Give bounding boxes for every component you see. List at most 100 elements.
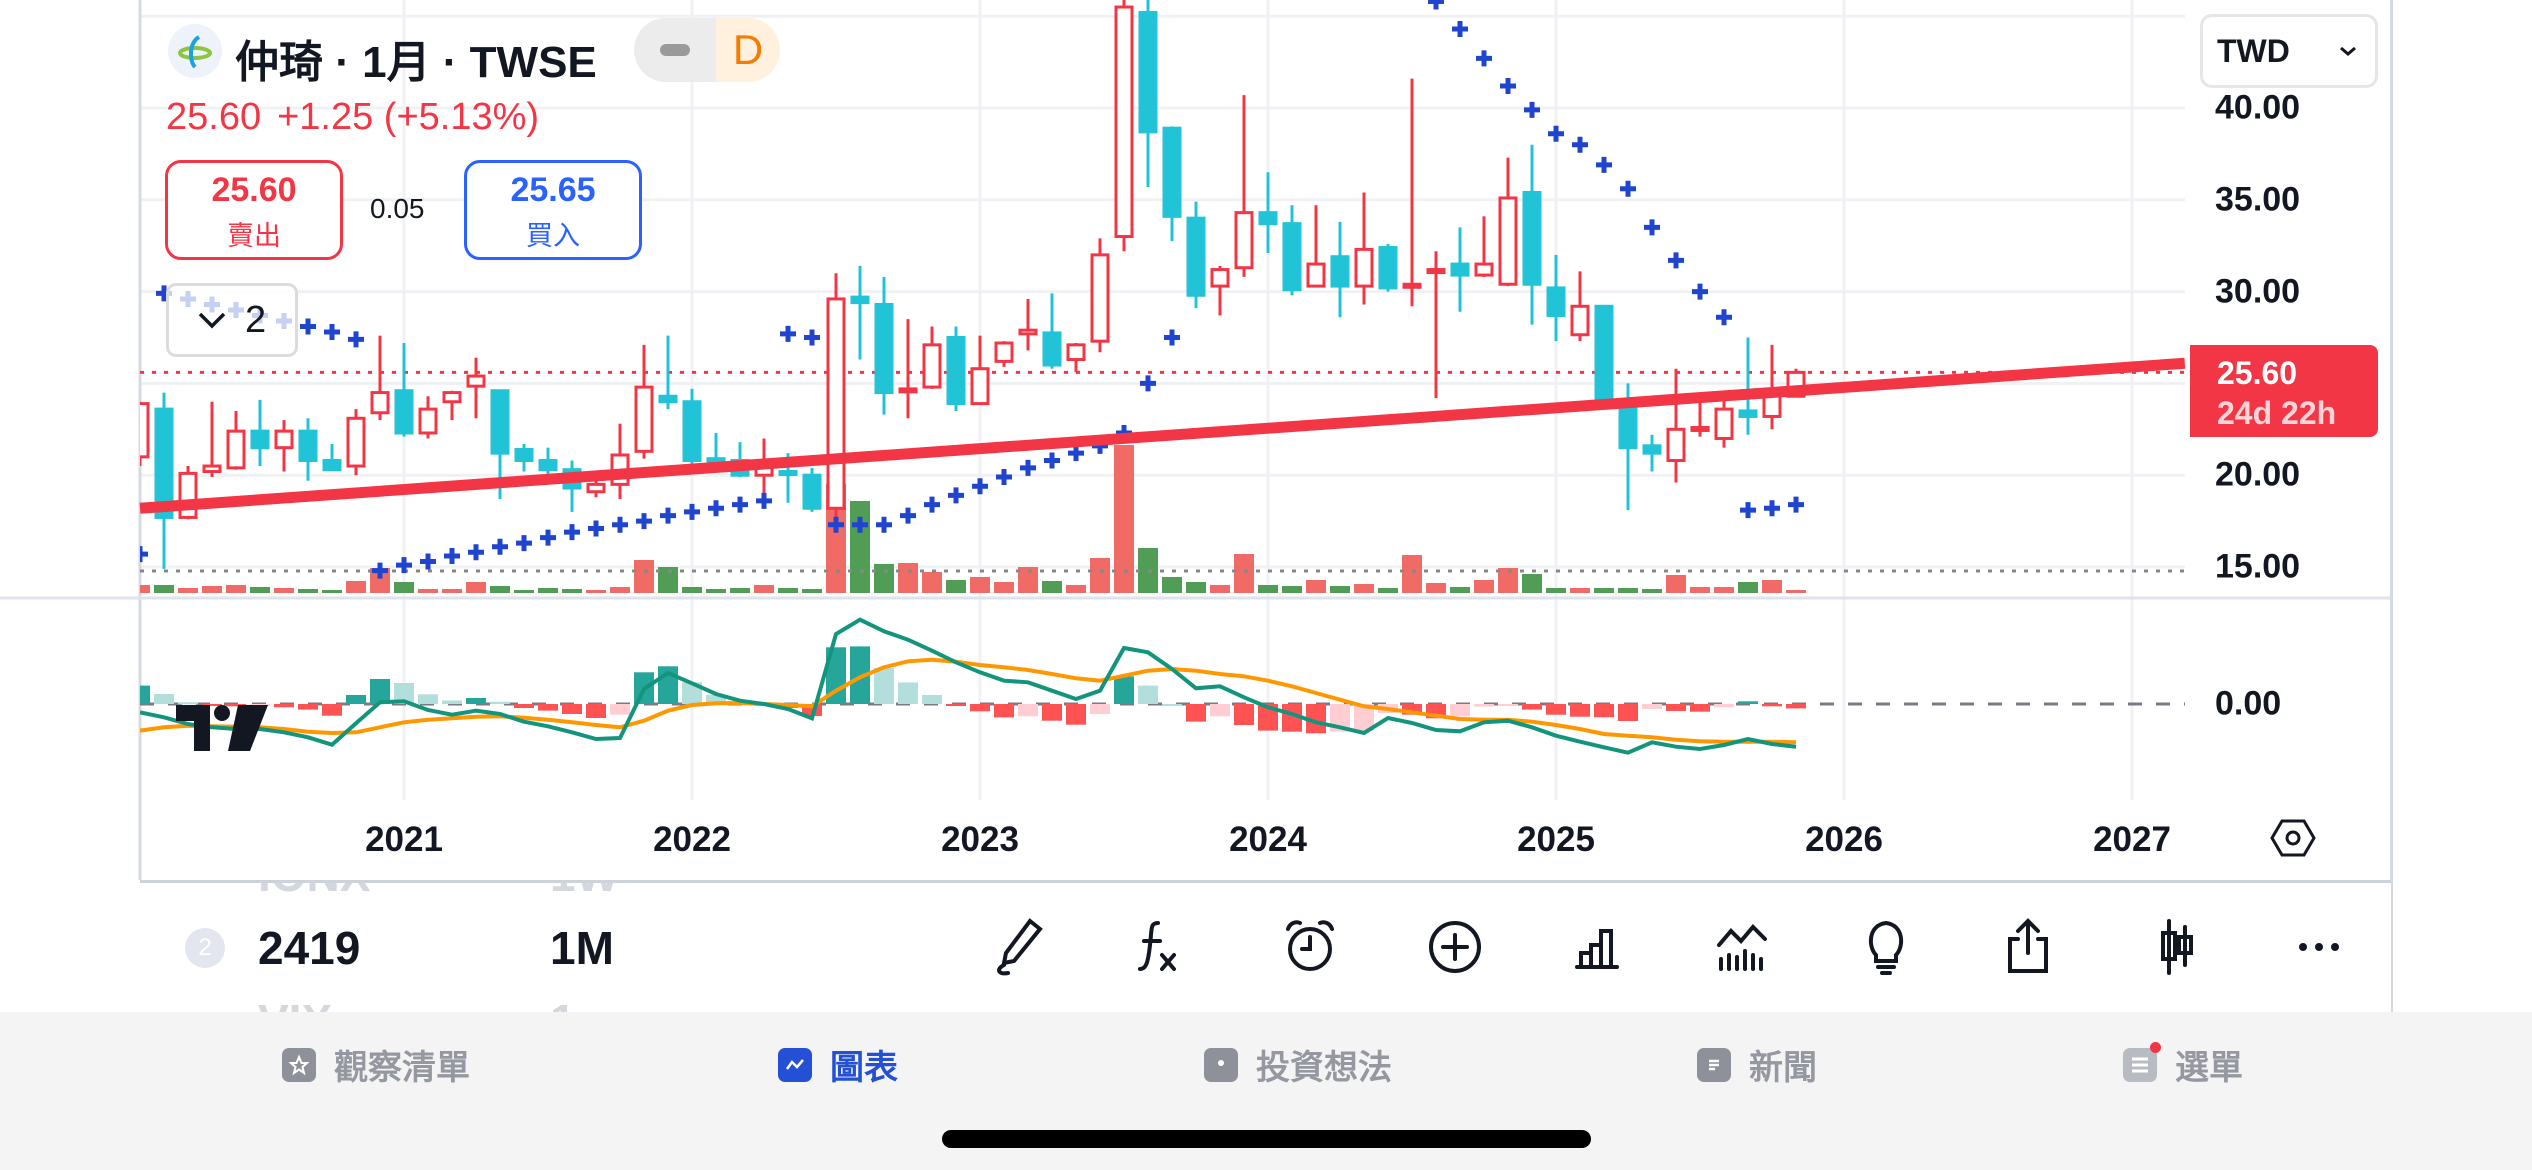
tradingview-logo[interactable]: [176, 705, 268, 756]
idea-bulb-icon[interactable]: [1854, 915, 1918, 979]
macd-histogram-bar: [1066, 704, 1086, 725]
sar-point: [1572, 136, 1588, 153]
prev-interval: 1W: [550, 883, 619, 902]
symbol-title[interactable]: 仲琦 · 1月 · TWSE: [235, 38, 597, 87]
sell-button[interactable]: 25.60 賣出: [165, 160, 343, 260]
candle-up: [1762, 393, 1782, 418]
volume-bar: [1090, 558, 1110, 593]
tab-label: 觀察清單: [334, 1049, 470, 1087]
tab-bulb[interactable]: 投資想法: [1204, 1040, 1392, 1089]
candle-down: [1186, 216, 1206, 297]
candle-down: [850, 295, 870, 305]
candlestick-icon[interactable]: [2145, 915, 2209, 979]
macd-histogram-bar: [922, 695, 942, 704]
volume-bar: [442, 589, 462, 593]
volume-bar: [970, 577, 990, 593]
home-indicator[interactable]: [942, 1130, 1591, 1148]
sar-point: [1716, 309, 1732, 326]
macd-histogram-bar: [1018, 704, 1038, 717]
volume-bar: [1330, 586, 1350, 593]
last-price-value: 25.60: [2217, 355, 2298, 391]
candle-up: [634, 385, 654, 453]
tab-label: 選單: [2175, 1049, 2243, 1087]
candle-down: [874, 302, 894, 395]
time-axis-label: 2027: [2093, 820, 2171, 859]
macd-histogram-bar: [1546, 704, 1566, 715]
volume-bar: [140, 585, 150, 593]
sar-point: [1476, 50, 1492, 67]
sar-point: [540, 529, 556, 546]
tab-news[interactable]: 新聞: [1697, 1040, 1817, 1089]
share-icon[interactable]: [1996, 915, 2060, 979]
macd-histogram-bar: [154, 694, 174, 704]
market-status-badge[interactable]: D: [634, 18, 780, 82]
news-icon: [1697, 1047, 1731, 1082]
add-circle-icon[interactable]: [1423, 915, 1487, 979]
sar-point: [660, 507, 676, 524]
tab-label: 圖表: [830, 1049, 898, 1087]
bar-chart-icon[interactable]: [1565, 915, 1629, 979]
indicators-toggle-button[interactable]: 2: [166, 283, 298, 357]
sar-point: [948, 487, 964, 504]
candle-down: [154, 407, 174, 519]
sar-point: [684, 503, 700, 520]
candle-down: [1594, 304, 1614, 404]
volume-bar: [1210, 585, 1230, 593]
candle-up: [1234, 211, 1254, 270]
macd-histogram-bar: [1570, 704, 1590, 717]
bottom-toolbar: IONX 1W 2 2419 1M VIX 1m: [140, 880, 2391, 1012]
volume-bar: [802, 589, 822, 593]
tab-menu[interactable]: 選單: [2123, 1040, 2243, 1089]
candle-up: [994, 341, 1014, 363]
volume-bar: [946, 580, 966, 593]
currency-select[interactable]: TWD: [2200, 14, 2378, 88]
macd-histogram-bar: [682, 682, 702, 704]
volume-bar: [1114, 445, 1134, 593]
sar-point: [420, 553, 436, 570]
volume-bar: [898, 563, 918, 593]
sar-point: [564, 524, 580, 541]
chevron-down-icon: [2340, 46, 2356, 56]
candle-down: [394, 389, 414, 435]
sar-point: [972, 478, 988, 495]
macd-histogram-bar: [874, 668, 894, 704]
alarm-icon[interactable]: [1278, 915, 1342, 979]
draw-icon[interactable]: [990, 915, 1054, 979]
indicators-fx-icon[interactable]: [1128, 915, 1192, 979]
price-change: +1.25 (+5.13%): [277, 96, 540, 138]
next-symbol: VIX: [258, 994, 332, 1012]
volume-bar: [874, 564, 894, 593]
macd-histogram-bar: [1090, 704, 1110, 714]
macd-histogram-bar: [562, 704, 582, 714]
macd-histogram-bar: [1666, 704, 1686, 711]
chart-type-icon[interactable]: [1711, 915, 1775, 979]
volume-bar: [1570, 588, 1590, 593]
symbol-picker-current[interactable]: 2 2419 1M: [140, 918, 700, 978]
volume-bar: [658, 567, 678, 593]
macd-histogram-bar: [466, 698, 486, 704]
macd-histogram-bar: [898, 682, 918, 704]
volume-bar: [346, 581, 366, 593]
macd-histogram-bar: [946, 704, 966, 706]
candle-up: [1498, 196, 1518, 286]
more-icon[interactable]: [2287, 915, 2351, 979]
sar-point: [140, 546, 148, 563]
candle-down: [1162, 126, 1182, 218]
volume-bar: [490, 586, 510, 593]
macd-histogram-bar: [322, 704, 342, 716]
candle-up: [1354, 247, 1374, 288]
tab-chart[interactable]: 圖表: [778, 1040, 898, 1089]
candle-up: [274, 429, 294, 450]
chart-settings-icon[interactable]: [2270, 818, 2316, 863]
time-axis-label: 2021: [365, 820, 443, 859]
macd-histogram-bar: [1786, 704, 1806, 709]
price-chart[interactable]: [0, 0, 2532, 880]
sar-point: [1596, 156, 1612, 173]
macd-histogram-bar: [994, 704, 1014, 718]
candle-up: [466, 374, 486, 388]
candle-down: [1642, 444, 1662, 455]
buy-button[interactable]: 25.65 買入: [464, 160, 642, 260]
volume-bar: [850, 501, 870, 593]
tab-star[interactable]: 觀察清單: [282, 1040, 470, 1089]
volume-bar: [1282, 586, 1302, 593]
